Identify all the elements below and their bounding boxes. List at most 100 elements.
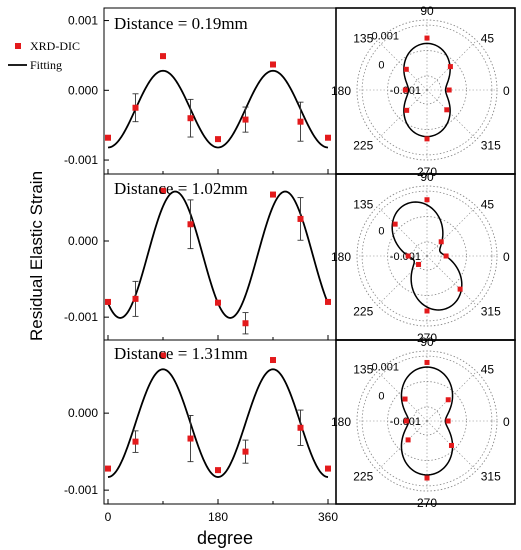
polar-angle-label-3-90: 90 [420, 335, 434, 349]
polar-data-point-1-3 [403, 66, 409, 72]
polar-spoke-1-315 [426, 89, 477, 140]
polar-angle-label-1-315: 315 [481, 138, 501, 152]
legend-marker-xrd-dic [15, 43, 21, 49]
polar-angle-label-3-135: 135 [353, 363, 373, 377]
data-point-2-0 [105, 298, 111, 305]
fit-curve-3 [107, 368, 329, 478]
polar-data-point-3-0 [445, 418, 451, 424]
polar-spoke-3-315 [426, 420, 477, 471]
polar-ring-label-1-1: 0 [378, 59, 384, 71]
polar-frame-3 [335, 339, 516, 505]
data-point-1-7 [297, 118, 304, 125]
polar-spoke-2-45 [426, 206, 477, 257]
polar-2: 90 45 0 315 270 225 180 135 0 -0.001 [331, 170, 510, 345]
polar-data-point-2-5 [416, 261, 422, 267]
data-point-1-6 [270, 61, 276, 68]
polar-angle-label-1-180: 180 [331, 84, 351, 98]
polar-angle-label-3-225: 225 [353, 469, 373, 483]
panel-title-3: Distance = 1.31mm [114, 344, 248, 363]
x-tick-label-1: 180 [208, 510, 228, 524]
polar-data-point-2-3 [392, 221, 398, 227]
polar-data-point-1-4 [402, 87, 408, 93]
polar-spoke-3-225 [377, 420, 428, 471]
polar-angle-label-2-225: 225 [353, 304, 373, 318]
polar-outer-ring-1 [356, 19, 498, 161]
data-point-2-8 [325, 298, 331, 305]
polar-data-point-3-1 [445, 397, 451, 403]
data-point-3-4 [215, 467, 221, 474]
panel-title-2: Distance = 1.02mm [114, 179, 248, 198]
polar-data-point-1-2 [424, 35, 430, 41]
legend: XRD-DIC Fitting [8, 39, 80, 72]
polar-fit-curve-1 [403, 42, 451, 138]
polar-angle-label-2-45: 45 [481, 198, 495, 212]
x-axis-label: degree [197, 528, 253, 548]
data-point-3-5 [242, 448, 249, 455]
polar-data-point-1-1 [447, 64, 453, 70]
data-point-3-8 [325, 465, 331, 472]
polar-angle-label-2-135: 135 [353, 198, 373, 212]
polar-angle-label-2-315: 315 [481, 304, 501, 318]
data-point-1-2 [160, 53, 166, 60]
polar-spoke-1-45 [426, 40, 477, 91]
polar-angle-label-1-135: 135 [353, 32, 373, 46]
polar-data-point-3-5 [405, 437, 411, 443]
panel-title-1: Distance = 0.19mm [114, 14, 248, 33]
polar-spoke-2-135 [377, 206, 428, 257]
data-point-2-5 [242, 320, 249, 327]
polar-data-point-2-2 [424, 197, 430, 203]
polar-angle-label-2-270: 270 [417, 331, 437, 345]
x-tick-label-0: 0 [105, 510, 112, 524]
polar-ring-label-2-0: 0 [378, 225, 384, 237]
plot-3: 0.000 -0.001 0 180 360 [64, 352, 338, 524]
polar-ring-label-1-0: 0.001 [371, 30, 399, 42]
data-point-2-2 [160, 187, 166, 194]
data-point-3-6 [270, 357, 276, 364]
data-point-2-1 [132, 295, 139, 302]
plot-frame-2 [103, 173, 337, 341]
polar-angle-label-2-90: 90 [420, 170, 434, 184]
polar-angle-label-1-90: 90 [420, 4, 434, 18]
polar-spoke-2-315 [426, 255, 477, 306]
polar-data-point-1-0 [446, 87, 452, 93]
legend-label-fitting: Fitting [30, 58, 62, 72]
polar-angle-label-1-225: 225 [353, 138, 373, 152]
data-point-2-6 [270, 191, 276, 198]
y-tick-label-1-2: -0.001 [64, 153, 98, 167]
polar-data-point-1-6 [424, 136, 430, 142]
y-axis-label: Residual Elastic Strain [27, 171, 46, 341]
polar-outer-ring-2 [356, 185, 498, 327]
data-point-3-7 [297, 424, 304, 431]
y-tick-label-3-1: -0.001 [64, 483, 98, 497]
data-point-3-0 [105, 465, 111, 472]
data-point-3-1 [132, 438, 139, 445]
polar-angle-label-3-315: 315 [481, 469, 501, 483]
polar-angle-label-2-0: 0 [503, 250, 510, 264]
polar-outer-ring-3 [356, 350, 498, 492]
polar-ring-label-2-1: -0.001 [390, 251, 421, 263]
fit-curve-2 [107, 190, 329, 319]
polar-data-point-2-1 [438, 239, 444, 245]
y-tick-label-2-0: 0.000 [68, 234, 98, 248]
polar-spoke-3-135 [377, 371, 428, 422]
polar-angle-label-1-0: 0 [503, 84, 510, 98]
data-point-2-3 [187, 221, 194, 228]
data-point-1-8 [325, 134, 331, 141]
polar-ring-label-3-1: 0 [378, 390, 384, 402]
polar-data-point-2-0 [443, 253, 449, 259]
polar-data-point-3-4 [403, 418, 409, 424]
y-tick-label-3-0: 0.000 [68, 406, 98, 420]
data-point-1-4 [215, 136, 221, 143]
polar-angle-label-1-45: 45 [481, 32, 495, 46]
polar-data-point-1-7 [444, 107, 450, 113]
polar-angle-label-3-270: 270 [417, 496, 437, 510]
polar-ring-2-2 [361, 190, 493, 322]
polar-ring-3-2 [361, 355, 493, 487]
polar-data-point-3-7 [448, 442, 454, 448]
data-point-1-5 [242, 116, 249, 123]
fit-curve-1 [107, 69, 329, 149]
polar-spoke-1-135 [377, 40, 428, 91]
